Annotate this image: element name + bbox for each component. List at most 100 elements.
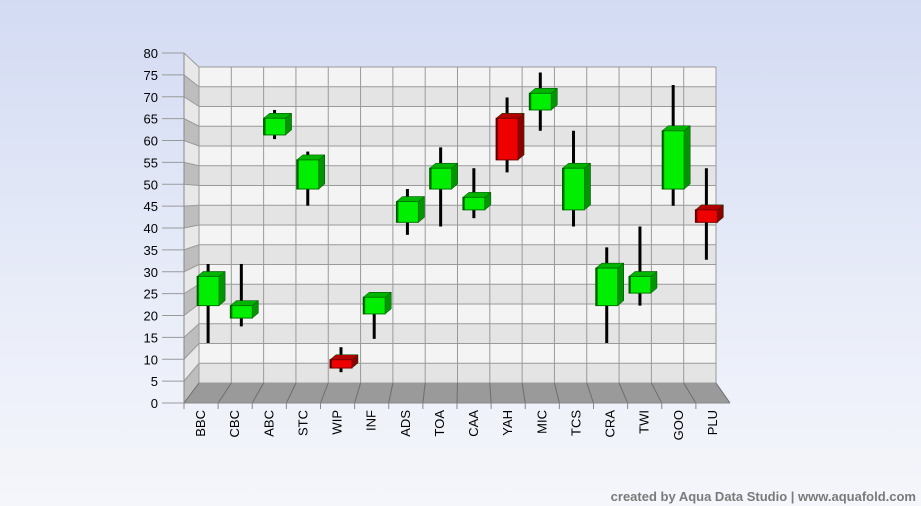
- candle: [495, 97, 525, 173]
- grid-line-side: [183, 224, 200, 229]
- grid-line-side: [183, 303, 200, 316]
- candle-body: [462, 196, 486, 211]
- grid-line-side: [183, 96, 200, 107]
- grid-line-side: [183, 118, 200, 127]
- x-tick-label: PLU: [705, 410, 720, 435]
- grid-line-side: [183, 244, 200, 251]
- x-axis: BBC CBC ABC STC WIP INF ADS TOA CAA YAH MIC TCS CRA T…: [183, 403, 720, 440]
- candle-body: [495, 117, 519, 161]
- y-tick-label: 30: [144, 265, 158, 280]
- candle: [428, 147, 459, 227]
- grid-line-side: [183, 323, 200, 338]
- floor-line: [285, 382, 297, 404]
- candle-body: [694, 209, 718, 223]
- candle-body: [362, 296, 386, 315]
- candle: [661, 84, 691, 206]
- side-wall-band: [184, 284, 199, 316]
- y-tick-label: 55: [144, 155, 158, 170]
- x-tick-label: CAA: [466, 410, 481, 437]
- side-wall-band: [184, 363, 199, 403]
- grid-line-side: [183, 140, 200, 147]
- floor-line: [251, 382, 265, 404]
- candle: [528, 72, 558, 131]
- x-tick-label: MIC: [534, 410, 549, 434]
- candle-body: [595, 267, 619, 307]
- y-tick-label: 10: [144, 352, 158, 367]
- grid-line-side: [183, 183, 200, 186]
- x-tick-label: YAH: [500, 410, 515, 436]
- candle-body: [229, 305, 253, 319]
- y-tick-label: 80: [144, 46, 158, 61]
- grid-line-side: [183, 362, 200, 382]
- candle: [362, 291, 392, 339]
- y-tick-label: 0: [151, 396, 158, 411]
- y-tick-label: 15: [144, 330, 158, 345]
- candle: [262, 109, 293, 140]
- candle-body: [329, 359, 353, 369]
- y-tick-label: 25: [144, 287, 158, 302]
- side-wall-band: [184, 162, 199, 186]
- side-wall-band: [184, 244, 199, 272]
- floor-line: [715, 382, 731, 404]
- x-tick-label: GOO: [671, 410, 686, 440]
- y-tick-label: 75: [144, 68, 158, 83]
- floor-line: [618, 382, 629, 404]
- floor-line: [354, 382, 362, 404]
- candle: [196, 263, 226, 344]
- grid-line-side: [183, 74, 200, 88]
- floor-line: [650, 382, 663, 404]
- y-tick-label: 60: [144, 134, 158, 149]
- candles: [196, 72, 725, 373]
- grid-line-side: [183, 283, 200, 295]
- candle-body: [628, 275, 652, 294]
- x-tick-label: CBC: [227, 410, 242, 437]
- y-tick-label: 35: [144, 243, 158, 258]
- y-tick-label: 5: [151, 374, 158, 389]
- candle: [329, 347, 359, 373]
- floor-line: [422, 382, 426, 404]
- side-wall-band: [184, 304, 199, 338]
- credit-text: created by Aqua Data Studio | www.aquafo…: [611, 489, 916, 504]
- candle: [595, 247, 625, 344]
- candle: [296, 151, 326, 206]
- y-tick-label: 45: [144, 199, 158, 214]
- x-tick-label: CRA: [603, 410, 618, 438]
- y-tick-label: 40: [144, 221, 158, 236]
- grid-line-side: [183, 204, 200, 207]
- y-tick-label: 20: [144, 309, 158, 324]
- candle: [561, 130, 592, 227]
- y-tick-label: 50: [144, 177, 158, 192]
- candle-side: [584, 162, 591, 211]
- candle: [628, 226, 658, 306]
- grid-line-side: [183, 343, 200, 360]
- y-tick-label: 65: [144, 112, 158, 127]
- grid-line-side: [183, 161, 200, 167]
- floor-line: [489, 382, 492, 404]
- x-tick-label: TWI: [637, 410, 652, 434]
- floor-line: [521, 382, 526, 404]
- candle-body: [562, 167, 586, 211]
- side-wall-band: [184, 118, 199, 146]
- floor-line: [388, 382, 394, 404]
- candle: [229, 263, 260, 327]
- x-tick-label: ADS: [398, 410, 413, 437]
- floor-line: [320, 382, 329, 404]
- candle: [462, 168, 492, 219]
- side-wall-band: [184, 53, 199, 87]
- floor-line: [217, 382, 232, 404]
- x-tick-label: TCS: [568, 410, 583, 436]
- candle-body: [661, 130, 685, 190]
- grid-line-side: [183, 264, 200, 273]
- candle-body: [196, 275, 220, 307]
- candle-side: [218, 270, 226, 307]
- floor-line: [683, 382, 697, 404]
- candle-side: [683, 125, 691, 190]
- floor-line: [553, 382, 560, 404]
- x-tick-label: STC: [295, 410, 310, 436]
- y-axis: 0 5 10 15 20 25 30 35 40 45 50 55 60 65 70 75 80: [144, 46, 184, 411]
- candle-side: [318, 154, 326, 190]
- floor-line: [456, 382, 458, 404]
- y-tick-label: 70: [144, 90, 158, 105]
- side-wall-band: [184, 323, 199, 360]
